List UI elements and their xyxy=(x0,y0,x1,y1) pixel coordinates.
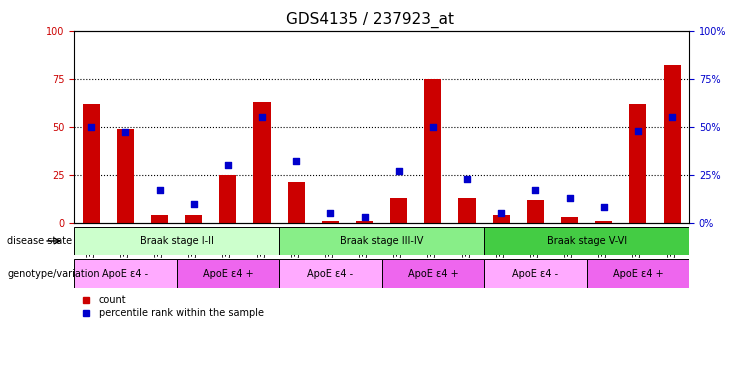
Text: disease state: disease state xyxy=(7,236,73,246)
Text: percentile rank within the sample: percentile rank within the sample xyxy=(99,308,264,318)
Bar xyxy=(219,175,236,223)
Bar xyxy=(356,221,373,223)
Text: count: count xyxy=(99,295,126,305)
Point xyxy=(290,158,302,164)
Point xyxy=(393,168,405,174)
Text: ApoE ε4 -: ApoE ε4 - xyxy=(512,268,559,279)
Point xyxy=(598,204,610,210)
Bar xyxy=(322,221,339,223)
Text: ApoE ε4 -: ApoE ε4 - xyxy=(308,268,353,279)
Bar xyxy=(151,215,168,223)
Text: ApoE ε4 +: ApoE ε4 + xyxy=(613,268,663,279)
Point xyxy=(666,114,678,120)
Bar xyxy=(83,104,100,223)
Point xyxy=(359,214,370,220)
FancyBboxPatch shape xyxy=(484,259,587,288)
FancyBboxPatch shape xyxy=(587,259,689,288)
FancyBboxPatch shape xyxy=(484,227,689,255)
Point xyxy=(564,195,576,201)
FancyBboxPatch shape xyxy=(279,227,484,255)
Point xyxy=(461,175,473,182)
Text: ApoE ε4 -: ApoE ε4 - xyxy=(102,268,148,279)
Point xyxy=(85,124,97,130)
Bar xyxy=(391,198,408,223)
Bar xyxy=(185,215,202,223)
Bar xyxy=(253,102,270,223)
Point xyxy=(256,114,268,120)
Point xyxy=(632,127,644,134)
Bar xyxy=(459,198,476,223)
Point xyxy=(427,124,439,130)
Bar xyxy=(629,104,646,223)
Point xyxy=(153,187,165,193)
Bar xyxy=(117,129,134,223)
Text: GDS4135 / 237923_at: GDS4135 / 237923_at xyxy=(287,12,454,28)
FancyBboxPatch shape xyxy=(279,259,382,288)
Point xyxy=(495,210,507,216)
Bar xyxy=(595,221,612,223)
Text: Braak stage V-VI: Braak stage V-VI xyxy=(547,236,627,246)
Bar xyxy=(561,217,578,223)
Point xyxy=(187,200,199,207)
Bar xyxy=(663,65,680,223)
Bar xyxy=(527,200,544,223)
Point xyxy=(325,210,336,216)
Point xyxy=(529,187,541,193)
Text: ApoE ε4 +: ApoE ε4 + xyxy=(202,268,253,279)
Point xyxy=(119,129,131,136)
Bar xyxy=(493,215,510,223)
FancyBboxPatch shape xyxy=(74,259,176,288)
Bar xyxy=(425,79,442,223)
Text: genotype/variation: genotype/variation xyxy=(7,268,100,279)
FancyBboxPatch shape xyxy=(176,259,279,288)
Bar xyxy=(288,182,305,223)
Text: Braak stage I-II: Braak stage I-II xyxy=(139,236,213,246)
FancyBboxPatch shape xyxy=(382,259,484,288)
Point xyxy=(222,162,234,168)
FancyBboxPatch shape xyxy=(74,227,279,255)
Text: Braak stage III-IV: Braak stage III-IV xyxy=(340,236,423,246)
Text: ApoE ε4 +: ApoE ε4 + xyxy=(408,268,458,279)
